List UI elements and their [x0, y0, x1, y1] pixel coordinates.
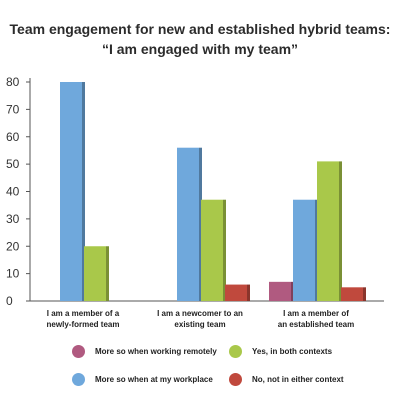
category-label-1-1: existing team [174, 320, 225, 329]
y-tick-label-60: 60 [6, 130, 20, 144]
bar-side-3-2 [363, 287, 366, 301]
bar-side-1-0 [82, 82, 85, 301]
bar-side-2-1 [223, 199, 226, 301]
category-label-2-0: I am a member of [283, 309, 349, 318]
bar-0-2 [269, 281, 291, 301]
bar-3-1 [225, 284, 247, 301]
chart-title: Team engagement for new and established … [0, 19, 400, 59]
bar-1-1 [177, 147, 199, 301]
category-label-2-1: an established team [278, 320, 354, 329]
bar-2-0 [84, 246, 106, 301]
y-tick-label-40: 40 [6, 185, 20, 199]
bar-side-3-1 [247, 284, 250, 301]
y-tick-label-50: 50 [6, 157, 20, 171]
bar-1-2 [293, 199, 315, 301]
y-tick-label-20: 20 [6, 239, 20, 253]
chart-title-line-1: Team engagement for new and established … [9, 21, 391, 37]
bar-side-2-2 [339, 161, 342, 301]
y-tick-label-80: 80 [6, 75, 20, 89]
category-label-0-0: I am a member of a [47, 309, 120, 318]
category-label-1-0: I am a newcomer to an [157, 309, 243, 318]
bar-side-2-0 [106, 246, 109, 301]
bar-side-1-1 [199, 147, 202, 301]
y-tick-label-70: 70 [6, 102, 20, 116]
chart-title-line-2: “I am engaged with my team” [101, 41, 299, 57]
y-tick-label-30: 30 [6, 212, 20, 226]
bar-side-0-2 [291, 281, 294, 301]
y-tick-label-0: 0 [6, 294, 13, 308]
y-tick-label-10: 10 [6, 267, 20, 281]
bar-1-0 [60, 82, 82, 301]
bar-3-2 [341, 287, 363, 301]
bar-2-1 [201, 199, 223, 301]
bar-side-1-2 [315, 199, 318, 301]
bar-2-2 [317, 161, 339, 301]
category-label-0-1: newly-formed team [47, 320, 120, 329]
